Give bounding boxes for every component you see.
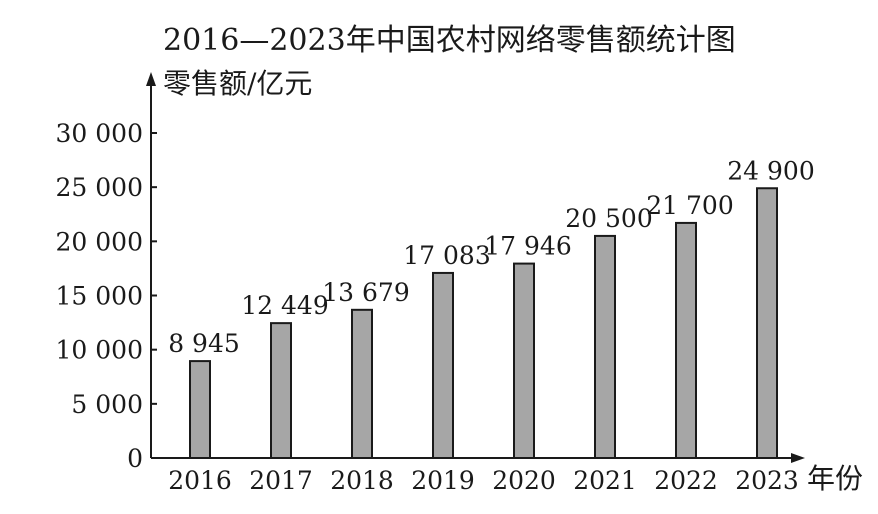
- y-tick-label: 15 000: [56, 282, 143, 311]
- y-tick-label: 10 000: [56, 336, 143, 365]
- y-tick-label: 30 000: [56, 119, 143, 148]
- y-axis-label: 零售额/亿元: [163, 67, 312, 100]
- bar-2023: [756, 187, 778, 459]
- x-tick-label: 2022: [654, 466, 718, 495]
- bar-2017: [270, 322, 292, 459]
- bar-2022: [675, 221, 697, 459]
- data-label: 20 500: [565, 204, 652, 233]
- y-tick-label: 20 000: [56, 227, 143, 256]
- y-tick-label: 0: [127, 444, 143, 473]
- data-label: 17 083: [403, 241, 490, 270]
- x-axis-arrow-icon: [791, 453, 805, 463]
- x-tick-label: 2016: [168, 466, 232, 495]
- data-label: 12 449: [241, 291, 328, 320]
- data-label: 21 700: [646, 191, 733, 220]
- bars-group: [189, 187, 778, 459]
- labels-group: 2016 8 945 2017 12 449 2018 13 679 2019 17 083 2…: [168, 156, 815, 495]
- data-label: 8 945: [168, 329, 240, 358]
- x-tick-label: 2023: [735, 466, 799, 495]
- chart-title: 2016—2023年中国农村网络零售额统计图: [163, 23, 736, 58]
- bar-2018: [351, 308, 373, 459]
- bar-2019: [432, 271, 454, 459]
- data-label: 24 900: [727, 156, 814, 185]
- x-tick-label: 2020: [492, 466, 556, 495]
- bar-2020: [513, 262, 535, 459]
- data-label: 17 946: [484, 232, 571, 261]
- x-tick-label: 2019: [411, 466, 475, 495]
- data-label: 13 679: [322, 278, 409, 307]
- x-tick-label: 2017: [249, 466, 313, 495]
- x-tick-label: 2021: [573, 466, 637, 495]
- axes: 0 5 000 10 000 15 000 20 000 25 000 30 000: [56, 72, 805, 473]
- y-tick-label: 5 000: [71, 390, 143, 419]
- x-tick-label: 2018: [330, 466, 394, 495]
- bar-2016: [189, 360, 211, 459]
- bar-2021: [594, 234, 616, 459]
- y-axis-arrow-icon: [146, 72, 156, 86]
- y-tick-label: 25 000: [56, 173, 143, 202]
- x-axis-label: 年份: [807, 462, 863, 495]
